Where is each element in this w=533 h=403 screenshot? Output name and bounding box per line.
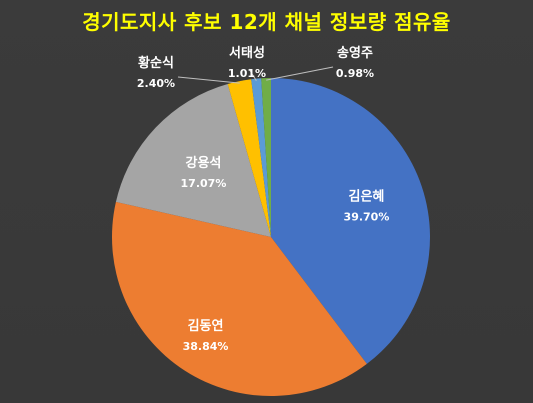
pie-slice-2: [112, 201, 367, 396]
leader-line-5: [248, 68, 257, 81]
slice-value-label: 1.01%: [228, 67, 266, 80]
pie-slice-4: [227, 79, 271, 237]
slice-name-label: 김동연: [188, 319, 224, 334]
chart-title: 경기도지사 후보 12개 채널 정보량 점유율: [82, 10, 451, 34]
slice-name-label: 송영주: [337, 46, 373, 61]
slice-name-label: 강용석: [186, 155, 222, 171]
slice-name-label: 김은혜: [349, 189, 385, 205]
slice-value-label: 0.98%: [336, 67, 374, 80]
slice-name-label: 서태성: [229, 46, 265, 61]
pie-slice-3: [115, 84, 271, 237]
slice-value-label: 39.70%: [344, 211, 390, 224]
pie-slices: [112, 78, 430, 396]
pie-slice-5: [251, 78, 271, 237]
data-labels: 김은혜 39.70% 김동연 38.84% 강용석 17.07% 황순식 2.40% 서태성 1.…: [137, 46, 389, 353]
leader-line-6: [266, 66, 334, 81]
slice-value-label: 2.40%: [137, 77, 175, 90]
leader-lines: [177, 66, 334, 84]
slice-value-label: 38.84%: [183, 340, 229, 353]
leader-line-4: [177, 76, 240, 84]
pie-slice-1: [271, 78, 430, 364]
slice-name-label: 황순식: [138, 55, 174, 71]
pie-slice-6: [261, 78, 271, 237]
slice-value-label: 17.07%: [181, 177, 227, 190]
